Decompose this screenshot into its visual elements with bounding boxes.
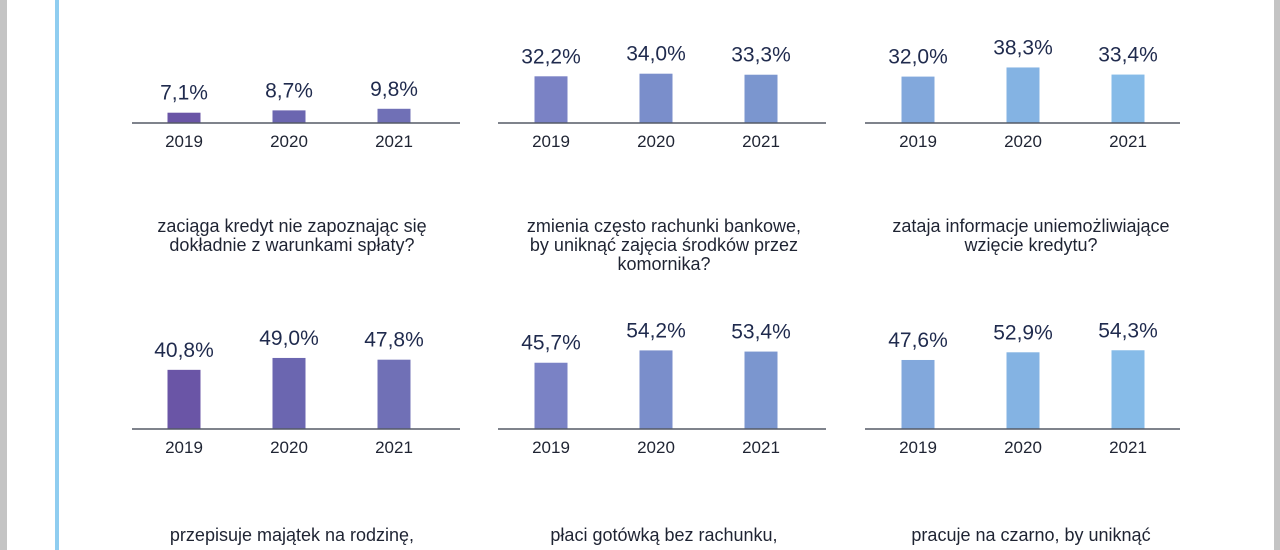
value-label: 52,9% [993,321,1053,344]
value-label: 53,4% [731,321,791,344]
value-label: 9,8% [370,78,418,101]
tick-label: 2021 [742,132,780,151]
tick-label: 2019 [532,438,570,457]
chart-3: 40,8% 2019 49,0% 2020 47,8% 2021 [132,327,460,457]
value-label: 45,7% [521,332,581,355]
tick-label: 2019 [899,132,937,151]
chart-1: 32,2% 2019 34,0% 2020 33,3% 2021 [498,43,826,151]
tick-label: 2021 [375,132,413,151]
value-label: 32,0% [888,46,948,69]
bar-2021 [377,359,411,429]
chart-4: 45,7% 2019 54,2% 2020 53,4% 2021 [498,319,826,457]
value-label: 49,0% [259,327,319,350]
chart-caption-0: zaciąga kredyt nie zapoznając się dokład… [157,216,427,255]
tick-label: 2020 [637,438,675,457]
bar-2019 [167,112,201,123]
bar-2021 [377,108,411,123]
bar-2020 [1006,352,1040,429]
tick-label: 2021 [742,438,780,457]
chart-caption-4: płaci gotówką bez rachunku, [550,525,778,545]
bar-2019 [901,359,935,429]
tick-label: 2020 [1004,438,1042,457]
tick-label: 2021 [1109,438,1147,457]
value-label: 8,7% [265,79,313,102]
tick-label: 2019 [165,438,203,457]
value-label: 33,4% [1098,44,1158,67]
bar-2021 [1111,350,1145,429]
bar-2021 [744,74,778,123]
bar-2019 [534,362,568,429]
bar-2020 [272,357,306,429]
tick-label: 2020 [637,132,675,151]
chart-caption-2: zataja informacje uniemożliwiające wzięc… [892,216,1170,255]
bar-2020 [1006,67,1040,123]
value-label: 32,2% [521,45,581,68]
frame-border-left [0,0,7,550]
bar-2020 [272,110,306,123]
tick-label: 2019 [532,132,570,151]
bar-2021 [1111,74,1145,123]
frame-border-right [1274,0,1280,550]
chart-5: 47,6% 2019 52,9% 2020 54,3% 2021 [865,319,1180,457]
tick-label: 2021 [375,438,413,457]
chart-0: 7,1% 2019 8,7% 2020 9,8% 2021 [132,78,460,151]
bar-2019 [167,369,201,429]
tick-label: 2020 [270,438,308,457]
bar-2019 [901,76,935,123]
chart-caption-3: przepisuje majątek na rodzinę, [169,525,415,545]
tick-label: 2020 [270,132,308,151]
value-label: 7,1% [160,82,208,105]
tick-label: 2021 [1109,132,1147,151]
value-label: 47,8% [364,329,424,352]
value-label: 47,6% [888,329,948,352]
value-label: 40,8% [154,339,214,362]
tick-label: 2019 [899,438,937,457]
accent-line [55,0,59,550]
chart-caption-5: pracuje na czarno, by uniknąć [911,525,1151,545]
bar-2019 [534,76,568,123]
tick-label: 2020 [1004,132,1042,151]
value-label: 34,0% [626,43,686,66]
bar-2020 [639,350,673,429]
bar-2021 [744,351,778,429]
value-label: 54,3% [1098,319,1158,342]
chart-2: 32,0% 2019 38,3% 2020 33,4% 2021 [865,36,1180,151]
bar-2020 [639,73,673,123]
value-label: 38,3% [993,36,1053,59]
chart-caption-1: zmienia często rachunki bankowe, by unik… [526,216,802,274]
value-label: 54,2% [626,319,686,342]
value-label: 33,3% [731,44,791,67]
tick-label: 2019 [165,132,203,151]
